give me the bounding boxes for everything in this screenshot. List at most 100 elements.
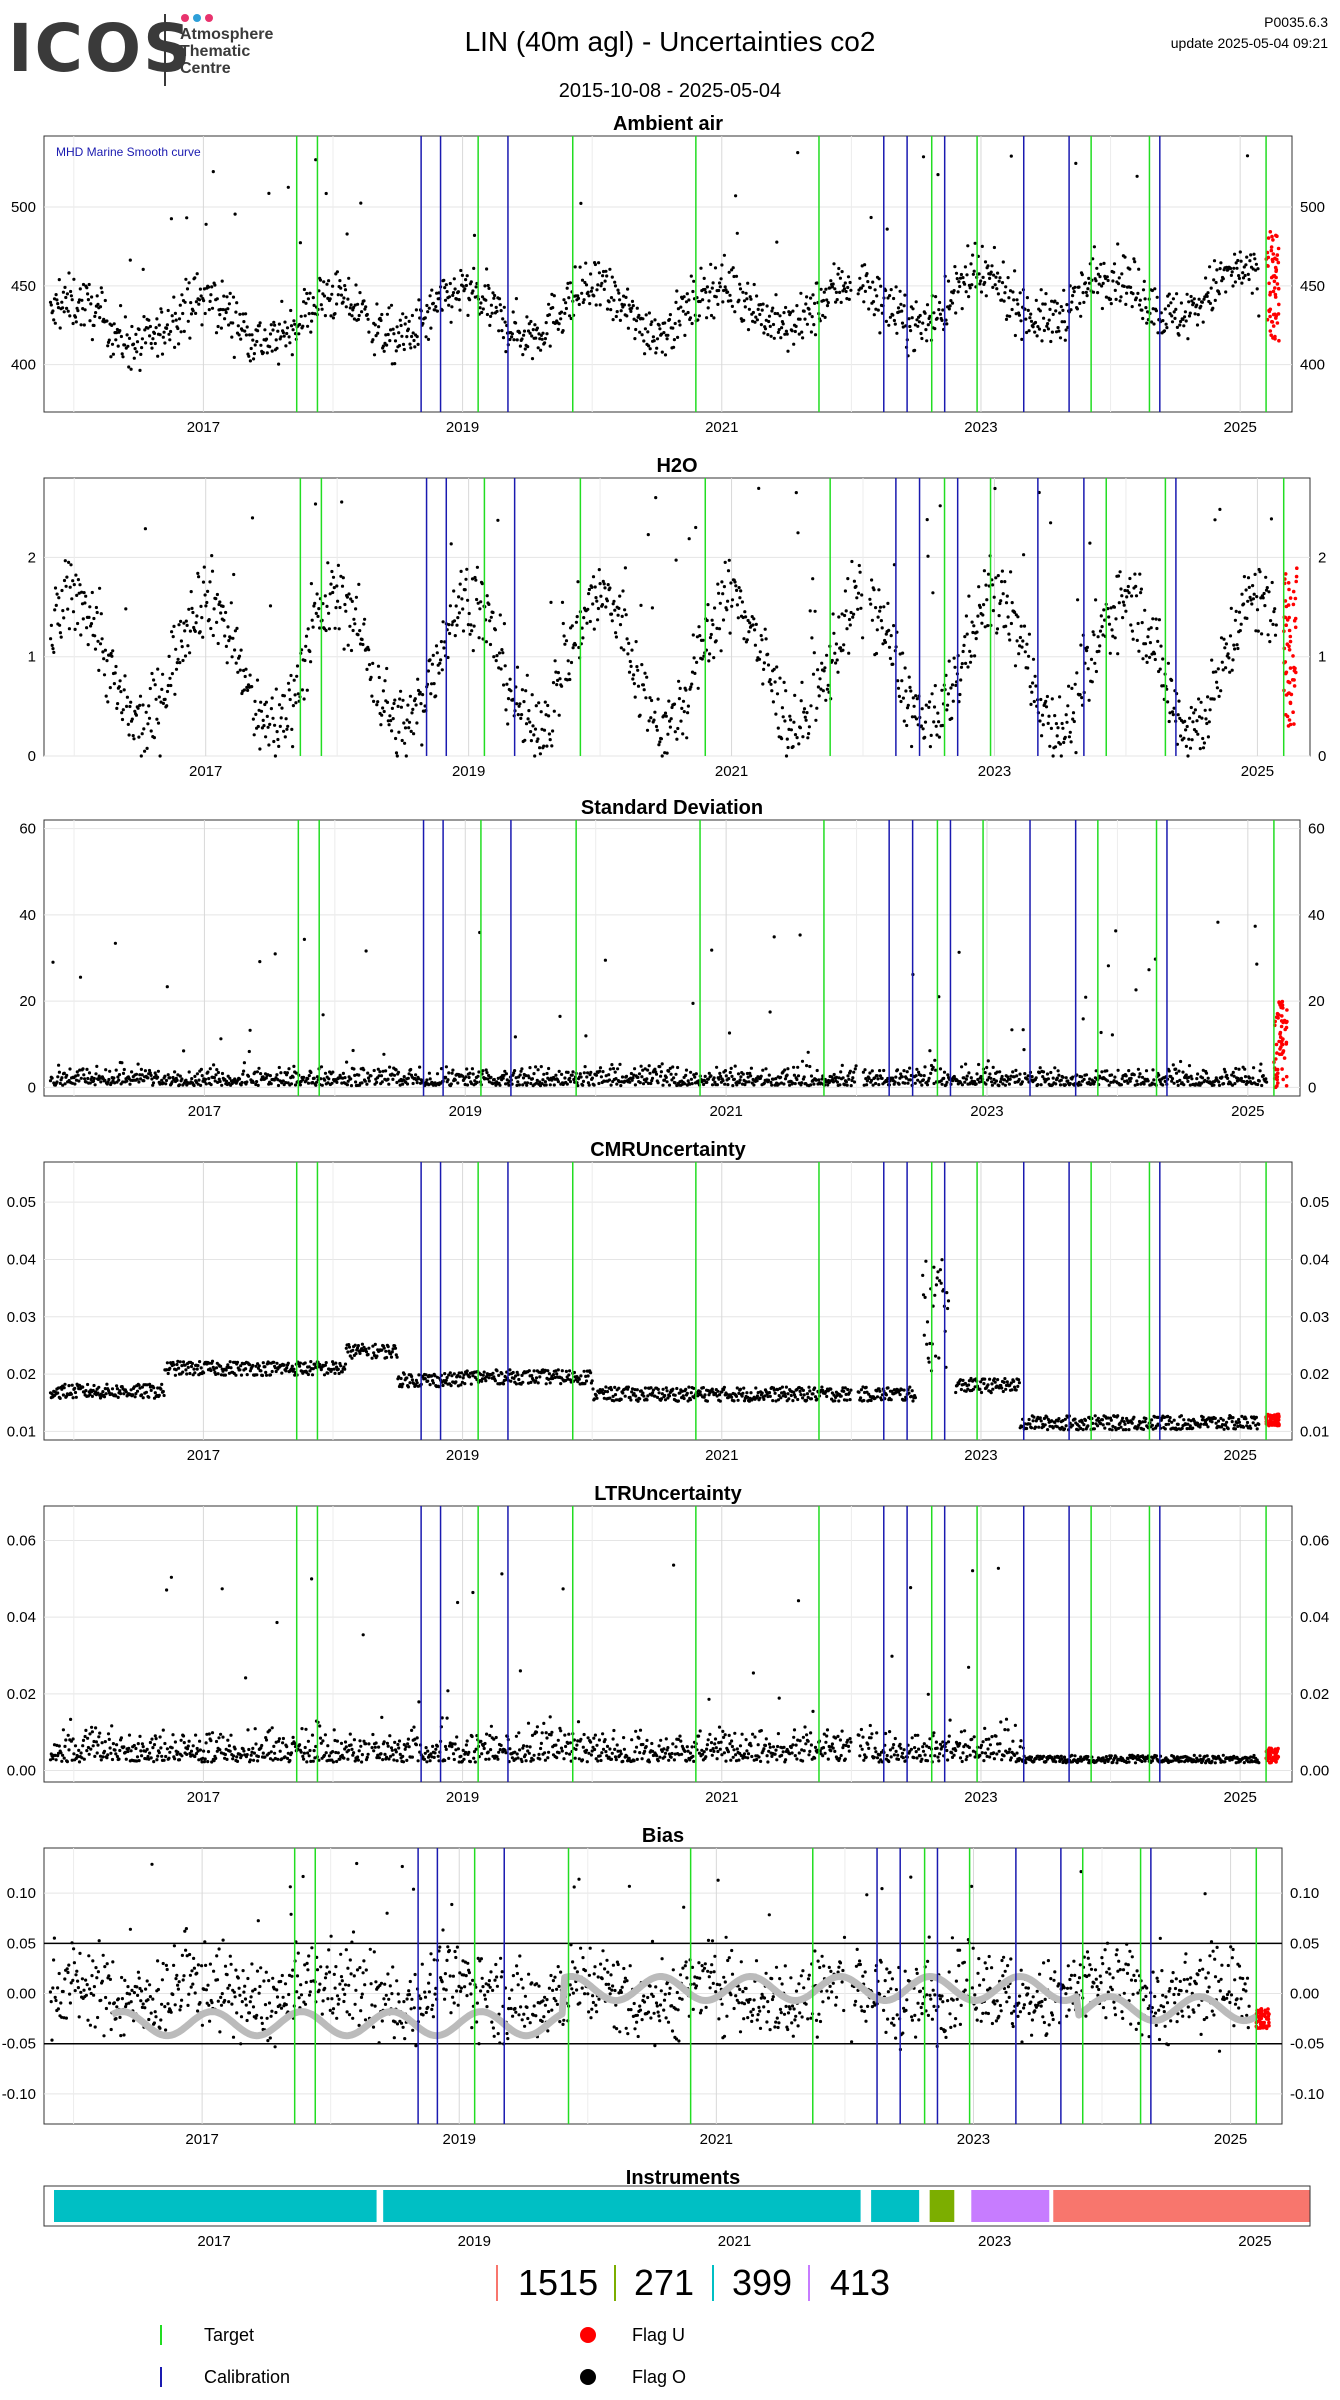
data-point	[1018, 1072, 1022, 1076]
data-point	[379, 318, 383, 323]
data-point	[697, 625, 701, 629]
data-point	[194, 311, 198, 315]
data-point	[676, 1065, 680, 1070]
data-point	[592, 627, 596, 631]
data-point	[534, 1081, 539, 1085]
data-point	[1049, 339, 1053, 344]
data-point	[79, 323, 83, 327]
data-point	[386, 332, 390, 337]
data-point	[167, 654, 171, 659]
data-point	[1193, 312, 1197, 316]
data-point	[447, 295, 452, 299]
data-point	[465, 1083, 470, 1087]
data-point	[1069, 308, 1073, 312]
flag-u-point	[1268, 314, 1272, 319]
data-point	[785, 1073, 789, 1077]
data-point	[1096, 272, 1100, 276]
data-point	[903, 666, 907, 670]
data-point	[878, 605, 883, 609]
data-point	[925, 339, 929, 343]
data-point	[350, 599, 354, 604]
data-point	[924, 703, 928, 707]
data-point	[1258, 1069, 1262, 1073]
data-point	[345, 232, 349, 236]
data-point	[166, 308, 170, 313]
flag-u-point	[1280, 1042, 1285, 1047]
data-point	[234, 310, 238, 314]
data-point	[1243, 1067, 1247, 1071]
data-point	[241, 312, 245, 316]
data-point	[85, 286, 89, 290]
data-point	[1212, 278, 1216, 282]
data-point	[346, 643, 350, 647]
data-point	[668, 725, 673, 729]
data-point	[564, 639, 569, 643]
data-point	[723, 1082, 727, 1086]
data-point	[165, 1368, 169, 1372]
data-point	[1120, 594, 1124, 598]
data-point	[430, 682, 434, 686]
data-point	[473, 1079, 477, 1083]
data-point	[223, 317, 227, 321]
data-point	[137, 735, 141, 739]
data-point	[110, 342, 115, 346]
data-point	[732, 1077, 737, 1081]
flag-u-point	[1275, 321, 1280, 325]
data-point	[310, 319, 314, 323]
data-point	[729, 1066, 733, 1070]
data-point	[749, 1074, 753, 1078]
data-point	[584, 1034, 588, 1038]
data-point	[491, 291, 495, 295]
data-point	[456, 1081, 460, 1085]
data-point	[455, 623, 459, 627]
data-point	[367, 330, 371, 334]
data-point	[825, 298, 829, 302]
data-point	[466, 598, 470, 602]
data-point	[566, 281, 570, 285]
data-point	[1046, 322, 1050, 326]
data-point	[1020, 645, 1024, 649]
data-point	[1197, 297, 1201, 301]
data-point	[237, 1077, 242, 1081]
data-point	[768, 678, 772, 682]
flag-u-point	[1288, 700, 1293, 705]
data-point	[1197, 715, 1202, 719]
data-point	[599, 594, 603, 598]
data-point	[942, 1070, 947, 1074]
data-point	[1189, 705, 1193, 710]
data-point	[145, 746, 149, 751]
y-tick-label: 400	[11, 357, 36, 374]
data-point	[1269, 619, 1273, 623]
data-point	[628, 659, 632, 664]
data-point	[694, 525, 698, 530]
data-point	[889, 634, 893, 638]
data-point	[488, 642, 493, 647]
data-point	[696, 686, 700, 690]
data-point	[356, 302, 360, 306]
x-tick-label: 2023	[970, 1103, 1003, 1120]
data-point	[1199, 304, 1203, 308]
data-point	[1018, 635, 1023, 640]
data-point	[1122, 603, 1126, 607]
data-point	[942, 1076, 946, 1080]
data-point	[1084, 1073, 1089, 1077]
data-point	[721, 1079, 725, 1083]
data-point	[716, 302, 720, 306]
data-point	[1050, 330, 1054, 334]
data-point	[898, 652, 902, 656]
data-point	[727, 1031, 732, 1035]
data-point	[1196, 313, 1200, 317]
data-point	[607, 1073, 611, 1077]
data-point	[618, 594, 622, 598]
logo-divider	[164, 14, 166, 86]
data-point	[849, 610, 853, 615]
data-point	[201, 580, 206, 584]
data-point	[1141, 316, 1145, 321]
data-point	[409, 346, 413, 350]
data-point	[88, 319, 92, 323]
data-point	[713, 266, 718, 270]
data-point	[1186, 1079, 1190, 1083]
data-point	[1129, 1076, 1133, 1080]
data-point	[602, 287, 606, 291]
